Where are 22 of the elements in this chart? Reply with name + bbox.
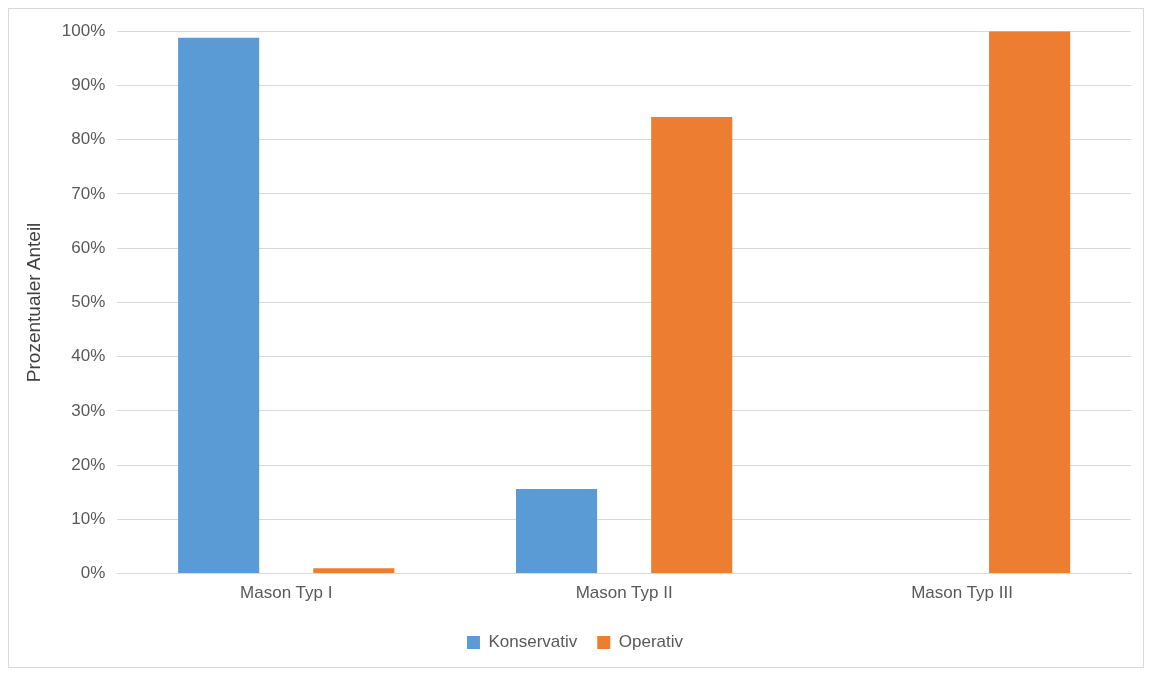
x-tick-label: Mason Typ II <box>575 583 673 603</box>
y-tick-label: 70% <box>71 183 106 203</box>
bar <box>178 37 260 574</box>
y-tick-label: 10% <box>71 509 106 529</box>
bar <box>516 488 598 574</box>
y-tick-label: 30% <box>71 400 106 420</box>
y-tick-label: 40% <box>71 346 106 366</box>
bar <box>651 116 733 574</box>
y-tick-label: 60% <box>71 237 106 257</box>
y-tick-label: 100% <box>61 20 106 40</box>
y-tick-label: 20% <box>71 454 106 474</box>
y-tick-label: 0% <box>80 563 106 583</box>
bar <box>313 568 395 574</box>
y-tick-label: 90% <box>71 75 106 95</box>
y-tick-label: 80% <box>71 129 106 149</box>
y-axis-title: Prozentualer Anteil <box>22 222 44 383</box>
y-tick-label: 50% <box>71 292 106 312</box>
x-tick-label: Mason Typ I <box>240 583 333 603</box>
legend-label: Operativ <box>618 632 684 652</box>
legend-label: Konservativ <box>488 632 578 652</box>
x-tick-label: Mason Typ III <box>911 583 1013 603</box>
bar <box>989 31 1071 574</box>
